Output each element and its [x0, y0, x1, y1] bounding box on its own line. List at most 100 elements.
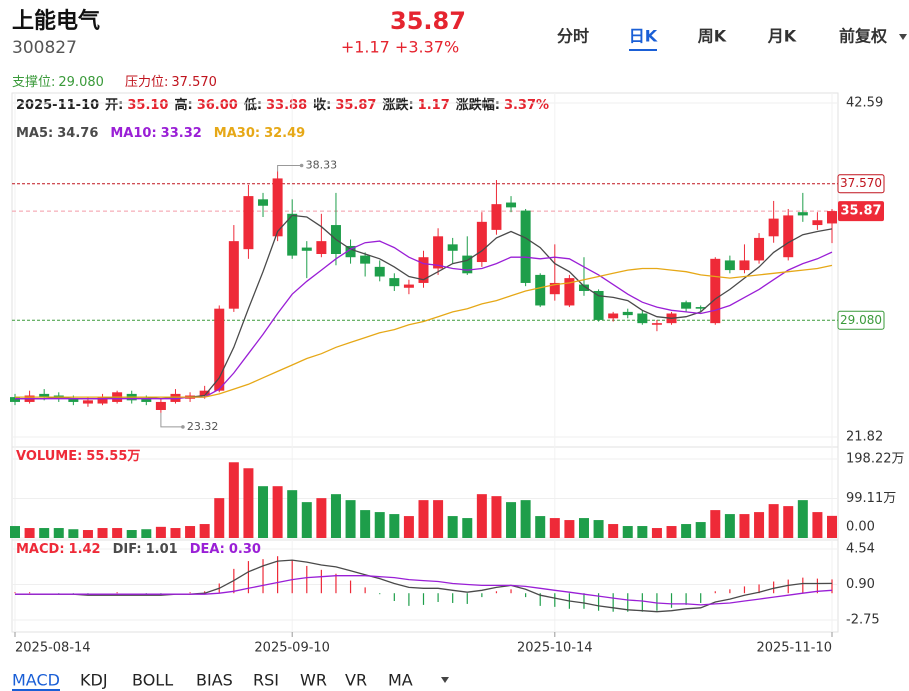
legend-label: MA10: [110, 126, 156, 141]
indicator-tab[interactable]: KDJ [80, 671, 108, 690]
volume-bar [754, 512, 765, 538]
indicator-tab[interactable]: MA [388, 671, 413, 690]
indicator-tab[interactable]: VR [345, 671, 367, 690]
indicator-tab[interactable]: BIAS [196, 671, 233, 690]
legend-value: 1.01 [146, 542, 178, 557]
volume-bar [112, 528, 123, 538]
candle-body [520, 210, 531, 283]
period-tab[interactable]: 周K [698, 27, 727, 46]
annotation-leader [160, 412, 183, 428]
volume-bar [360, 510, 371, 538]
candle-body [447, 244, 458, 251]
volume-bar [710, 510, 721, 538]
volume-bar [827, 515, 837, 538]
volume-bar [97, 528, 108, 538]
tab-underline [629, 49, 657, 51]
indicator-line [15, 214, 833, 400]
dropdown-arrow[interactable] [441, 677, 449, 683]
x-tick-label: 2025-11-10 [756, 641, 832, 656]
quote-value: 35.10 [127, 98, 168, 113]
candle-body [170, 393, 181, 402]
quote-label: 高: [174, 97, 192, 113]
candle-body [374, 266, 385, 277]
quote-row: 2025-11-10 开: 35.10 高: 36.00 低: 33.88 收: 35.87 涨跌… [16, 97, 549, 113]
quote-date: 2025-11-10 [16, 98, 99, 113]
volume-bar [739, 514, 750, 538]
candle-body [797, 212, 808, 216]
volume-bar [374, 512, 385, 538]
candle-body [608, 313, 619, 319]
volume-bar [185, 526, 196, 538]
candle-body [272, 178, 283, 237]
legend-value: 0.30 [229, 542, 261, 557]
candle-body [681, 302, 692, 309]
quote-label: 涨跌: [381, 97, 413, 113]
candle-body [710, 258, 721, 324]
volume-bar [695, 522, 706, 538]
candle-body [433, 236, 444, 269]
quote-label: 涨跌幅: [455, 97, 500, 113]
indicator-tab[interactable]: RSI [253, 671, 279, 690]
volume-bar [608, 524, 619, 538]
volume-bar [24, 528, 35, 538]
price-change: +1.17 +3.37% [341, 38, 459, 57]
legend-value: 55.55万 [86, 449, 140, 464]
candle-body [360, 255, 371, 264]
legend-label: DIF: [113, 542, 142, 557]
volume-bar [564, 520, 575, 538]
panel-legend: VOLUME: 55.55万 [16, 449, 140, 464]
indicator-tab[interactable]: MACD [12, 671, 60, 690]
volume-bar [447, 516, 458, 538]
x-tick-label: 2025-10-14 [517, 641, 593, 656]
level-legend: 支撑位: 29.080 [12, 75, 104, 90]
volume-bar [170, 528, 181, 538]
y-tick-label: 0.00 [846, 520, 875, 535]
chart-frame [11, 92, 839, 633]
quote-value: 3.37% [504, 98, 549, 113]
volume-bar [330, 494, 341, 538]
quote-label: 开: [105, 98, 123, 113]
volume-bar [389, 514, 400, 538]
legend-value: 34.76 [57, 126, 98, 141]
volume-bar [681, 524, 692, 538]
volume-bar [462, 518, 473, 538]
candle-body [695, 307, 706, 309]
candle-body [462, 255, 473, 274]
indicator-tab[interactable]: WR [300, 671, 327, 690]
level-value: 29.080 [58, 75, 104, 90]
candle-body [754, 237, 765, 261]
legend-label: MA30: [214, 126, 260, 141]
volume-bar [82, 530, 93, 538]
volume-bar [783, 506, 794, 538]
candle-body [637, 313, 648, 324]
legend-label: VOLUME: [16, 449, 82, 464]
volume-bar [10, 526, 20, 538]
candle-body [82, 400, 93, 404]
annotation-leader [277, 165, 302, 172]
candle-body [564, 278, 575, 306]
period-tab[interactable]: 前复权 [839, 27, 888, 46]
candle-body [535, 274, 546, 306]
volume-bar [126, 530, 137, 538]
candle-body [783, 215, 794, 258]
candle-body [622, 311, 633, 316]
candle-body [578, 284, 589, 291]
period-tab[interactable]: 日K [629, 27, 658, 46]
indicator-line [15, 559, 833, 613]
legend-label: MACD: [16, 542, 65, 557]
legend-value: 1.42 [69, 542, 101, 557]
candle-body [301, 247, 312, 251]
volume-bar [243, 468, 254, 538]
panel-legend: MACD: 1.42 DIF: 1.01 DEA: 0.30 [16, 542, 261, 557]
volume-bar [433, 500, 444, 538]
period-tab[interactable]: 分时 [557, 27, 589, 46]
candle-body [549, 282, 560, 295]
quote-value: 33.88 [266, 98, 307, 113]
indicator-line [15, 575, 833, 606]
indicator-tab[interactable]: BOLL [132, 671, 173, 690]
candle-body [491, 204, 502, 230]
dropdown-arrow[interactable] [899, 34, 907, 40]
volume-bar [199, 524, 210, 538]
volume-bar [345, 500, 356, 538]
period-tab[interactable]: 月K [767, 27, 797, 46]
